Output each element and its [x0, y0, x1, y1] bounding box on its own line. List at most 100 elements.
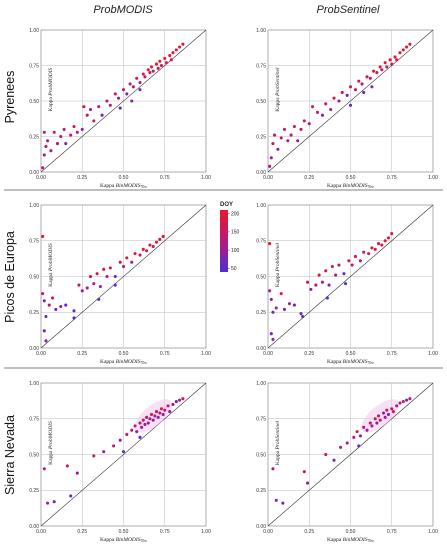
data-point: [121, 264, 126, 269]
data-point: [390, 62, 394, 66]
y-axis-label-name: ProbMODIS: [48, 421, 54, 450]
data-point: [391, 410, 395, 414]
data-point: [125, 432, 129, 437]
data-point: [347, 259, 351, 263]
data-point: [159, 63, 163, 68]
y-axis-label-prefix: Kappa: [48, 96, 54, 112]
reference-line: [267, 29, 434, 173]
data-point: [102, 450, 106, 454]
data-point: [383, 415, 387, 419]
y-axis-label: Kappa ProbMODIS: [48, 421, 54, 465]
data-point: [47, 303, 51, 307]
data-point: [362, 250, 366, 254]
y-tick-label: 0.50: [29, 452, 39, 458]
data-point: [269, 297, 273, 301]
reference-line: [40, 29, 207, 173]
data-point: [401, 400, 405, 404]
x-axis-label-name: BinMODIS: [116, 359, 141, 365]
data-point: [51, 296, 55, 300]
data-point: [279, 292, 283, 296]
legend-tick-label: 150: [231, 230, 240, 236]
data-point: [138, 80, 142, 85]
panel-1-2: 0.000.00 0.25 0.25 0.50 0.50 0.75 0.75 1.00 1.00…: [256, 28, 438, 189]
data-point: [388, 58, 392, 62]
data-point: [357, 79, 361, 83]
data-point: [373, 417, 377, 421]
x-axis-label: Kappa BinMODIS70w: [100, 359, 147, 365]
legend-title: DOY: [220, 202, 233, 208]
data-point: [174, 48, 178, 52]
data-point: [158, 59, 162, 63]
x-axis-label: Kappa BinMODIS70w: [327, 359, 374, 365]
y-tick-label: 0.75: [256, 239, 266, 245]
data-point: [377, 414, 381, 418]
data-point: [348, 85, 353, 89]
x-axis-label-name: BinMODIS: [116, 537, 141, 543]
data-point: [287, 302, 292, 306]
data-point: [159, 407, 163, 411]
data-point: [353, 254, 358, 259]
data-point: [381, 411, 386, 415]
y-tick-label: 0.25: [256, 310, 266, 316]
data-point: [181, 397, 185, 401]
x-axis-label-name: BinMODIS: [343, 183, 368, 189]
data-point: [148, 243, 152, 247]
y-tick-label: 0.25: [29, 488, 39, 494]
data-point: [156, 66, 160, 70]
data-point: [377, 242, 381, 246]
x-axis-label-subscript: 70w: [140, 539, 147, 543]
y-tick-label: 0.25: [256, 134, 266, 140]
y-tick-label: 0.00: [256, 170, 266, 176]
x-axis-label: Kappa BinMODIS70w: [100, 183, 147, 189]
data-point: [268, 289, 272, 293]
data-point: [171, 402, 175, 407]
data-point: [357, 444, 361, 448]
x-axis-label-subscript: 70w: [367, 185, 374, 189]
data-point: [348, 103, 353, 107]
data-point: [97, 297, 101, 301]
data-point: [401, 48, 405, 52]
data-point: [273, 133, 277, 137]
data-point: [271, 310, 275, 314]
data-point: [133, 252, 137, 256]
data-point: [372, 69, 376, 73]
data-point: [281, 501, 285, 505]
data-point: [130, 99, 134, 103]
data-point: [75, 130, 79, 134]
row-title-pyrenees: Pyrenees: [3, 71, 17, 124]
x-tick-label: 0.50: [119, 529, 129, 535]
y-tick-label: 0.25: [29, 134, 39, 140]
data-point: [80, 127, 84, 131]
data-point: [166, 404, 170, 408]
data-point: [52, 500, 56, 504]
data-point: [135, 76, 139, 80]
data-point: [82, 105, 86, 109]
data-point: [59, 304, 63, 309]
data-point: [332, 458, 336, 462]
row-title-picos-de-europa: Picos de Europa: [3, 231, 17, 323]
y-tick-label: 1.00: [29, 203, 39, 209]
data-point: [138, 88, 142, 92]
data-point: [282, 307, 287, 311]
data-point: [117, 96, 121, 100]
y-tick-label: 0.00: [29, 524, 39, 530]
data-point: [324, 102, 328, 106]
data-point: [92, 282, 96, 286]
x-tick-label: 0.50: [119, 351, 129, 357]
y-tick-label: 0.50: [256, 452, 266, 458]
data-point: [375, 421, 379, 425]
data-point: [121, 88, 126, 92]
y-axis-label-prefix: Kappa: [275, 96, 281, 112]
x-tick-label: 0.75: [160, 175, 170, 181]
x-axis-label-subscript: 70w: [140, 185, 147, 189]
data-point: [329, 107, 333, 112]
data-point: [161, 234, 165, 239]
x-axis-label-prefix: Kappa: [100, 537, 116, 543]
x-axis-label-name: BinMODIS: [343, 359, 368, 365]
y-axis-label: Kappa ProbSentinel: [275, 67, 281, 112]
data-point: [154, 62, 159, 66]
reference-line: [40, 204, 207, 349]
panels: 0.000.000.250.250.500.500.750.751.001.00…: [29, 28, 438, 543]
x-axis-label: Kappa BinMODIS70w: [327, 537, 374, 543]
data-point: [108, 266, 112, 270]
